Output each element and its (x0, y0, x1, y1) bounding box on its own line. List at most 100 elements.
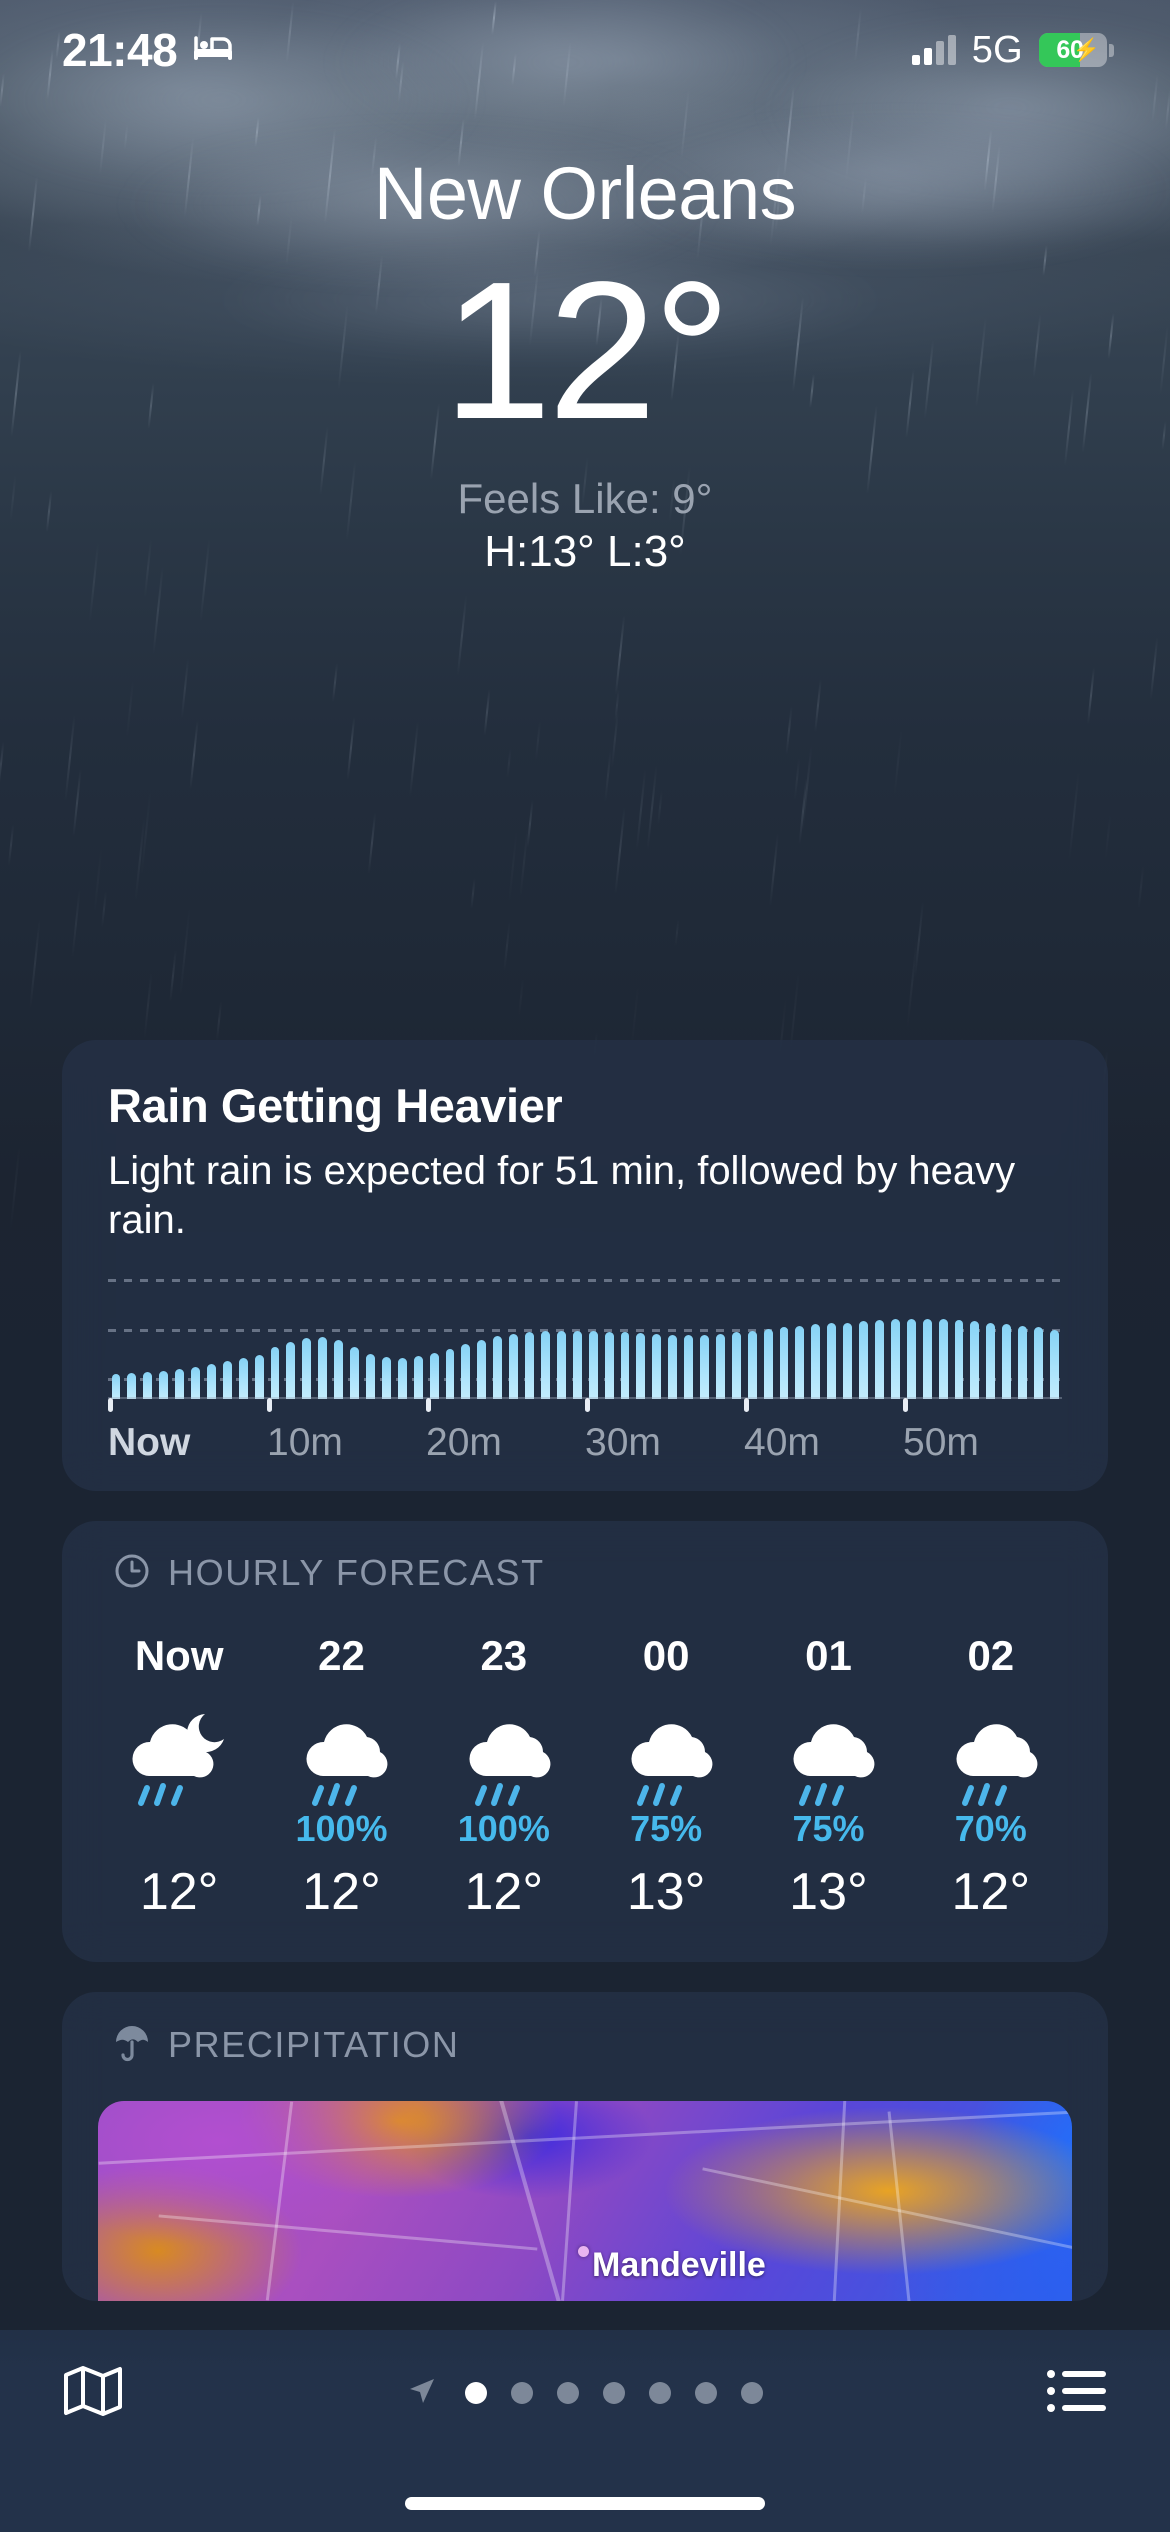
chart-bar (620, 1332, 630, 1399)
status-time: 21:48 (62, 24, 178, 76)
cloud-rain-icon (776, 1694, 880, 1814)
hourly-forecast-item[interactable]: 22 100% 12° (260, 1632, 422, 1922)
chart-bar (302, 1337, 312, 1399)
current-temperature: 12° (442, 241, 731, 461)
city-name: New Orleans (373, 152, 797, 235)
page-indicator-dots[interactable] (407, 2376, 763, 2411)
hourly-item-time: 00 (642, 1631, 690, 1679)
chart-tick (903, 1397, 908, 1412)
high-low-label: H:13° L:3° (484, 527, 686, 577)
chart-bar (859, 1321, 868, 1399)
precipitation-radar-map[interactable]: Mandeville Lacombe (98, 2100, 1072, 2301)
page-dot[interactable] (603, 2382, 625, 2404)
hourly-item-temperature: 13° (789, 1862, 868, 1921)
charging-bolt-icon: ⚡ (1072, 37, 1100, 62)
map-road (702, 2166, 1072, 2258)
hourly-forecast-item[interactable]: 02 70% 12° (910, 1632, 1072, 1922)
chart-bar (509, 1333, 519, 1399)
battery-level-label: 60 (1056, 35, 1084, 64)
chart-axis-labels: Now 10m 20m 30m 40m 50m (108, 1421, 1062, 1465)
hourly-forecast-item[interactable]: 01 75% 13° (747, 1632, 909, 1922)
cloud-rain-icon (289, 1694, 393, 1814)
hourly-forecast-card[interactable]: HOURLY FORECAST Now 12° 22 100% 12° 2 (62, 1520, 1108, 1962)
chart-bar (970, 1321, 980, 1399)
chart-axis-label: 40m (744, 1420, 820, 1464)
location-arrow-icon[interactable] (407, 2376, 437, 2411)
gridline-light (108, 1377, 1062, 1381)
clock-icon (112, 1551, 152, 1596)
chart-bar (668, 1334, 678, 1399)
hourly-item-temperature: 12° (139, 1862, 219, 1921)
status-bar: 21:48 5G 60 ⚡ (0, 0, 1170, 100)
page-dot[interactable] (649, 2382, 671, 2404)
page-dot[interactable] (741, 2382, 763, 2404)
chart-bar (445, 1349, 455, 1399)
map-road (561, 2100, 578, 2301)
cloud-wisp (0, 10, 480, 190)
chart-bar (238, 1357, 248, 1399)
chart-bar (381, 1357, 391, 1399)
weather-cards-scroll[interactable]: Rain Getting Heavier Light rain is expec… (0, 1040, 1170, 2331)
chart-bar (922, 1318, 932, 1399)
page-dot[interactable] (465, 2382, 487, 2404)
chart-bar (811, 1324, 821, 1399)
cloud-rain-icon (452, 1694, 556, 1814)
chart-bar (890, 1319, 900, 1399)
chart-axis-label: 20m (426, 1420, 502, 1464)
bottom-bar-controls[interactable] (0, 2338, 1170, 2448)
bottom-bar (0, 2400, 1170, 2532)
chart-bar (827, 1323, 837, 1399)
chart-bar (143, 1372, 153, 1399)
chart-bar (1018, 1325, 1028, 1399)
chart-bar (700, 1335, 709, 1399)
chart-bar (461, 1344, 471, 1399)
chart-bar (906, 1318, 916, 1399)
list-bullet-icon[interactable] (1046, 2367, 1108, 2420)
chart-bar (429, 1353, 439, 1399)
next-hour-precipitation-card[interactable]: Rain Getting Heavier Light rain is expec… (62, 1040, 1108, 1491)
hourly-forecast-title: HOURLY FORECAST (168, 1552, 545, 1594)
chart-bar (588, 1331, 598, 1399)
cloud-wisp (620, 120, 1170, 260)
hourly-item-time: 23 (480, 1631, 528, 1679)
page-dot[interactable] (511, 2382, 533, 2404)
chart-bar (175, 1369, 185, 1399)
map-road (98, 2107, 1072, 2165)
precipitation-intensity-chart (108, 1278, 1062, 1412)
chart-bar (191, 1366, 200, 1399)
page-dot[interactable] (557, 2382, 579, 2404)
chart-bar (286, 1341, 296, 1399)
hourly-forecast-item[interactable]: 00 75% 13° (585, 1632, 747, 1922)
battery-icon: 60 ⚡ (1039, 33, 1114, 67)
chart-bar (1049, 1329, 1059, 1399)
hourly-item-temperature: 12° (302, 1862, 381, 1921)
hourly-forecast-item[interactable]: Now 12° (98, 1632, 260, 1922)
chart-axis-label: 30m (585, 1420, 661, 1464)
hourly-forecast-item[interactable]: 23 100% 12° (423, 1632, 585, 1922)
hourly-item-precip-chance: 100% (457, 1807, 550, 1849)
home-indicator (405, 2497, 765, 2510)
map-icon[interactable] (62, 2363, 124, 2424)
chart-bar (350, 1346, 359, 1399)
chart-tick (425, 1397, 431, 1412)
map-road (887, 2110, 912, 2301)
chart-bar (540, 1331, 550, 1399)
precipitation-map-card[interactable]: PRECIPITATION Mandeville Lacombe (62, 1991, 1108, 2301)
chart-ticks (108, 1397, 1062, 1412)
hourly-forecast-list[interactable]: Now 12° 22 100% 12° 23 (98, 1632, 1072, 1922)
hourly-item-temperature: 12° (951, 1862, 1031, 1921)
chart-bar (366, 1353, 375, 1399)
hourly-item-precip-chance: 75% (792, 1807, 865, 1849)
chart-bar (731, 1332, 741, 1399)
chart-tick (585, 1397, 590, 1412)
chart-bar (684, 1335, 694, 1399)
rain-card-title: Rain Getting Heavier (108, 1079, 563, 1132)
page-dot[interactable] (695, 2382, 717, 2404)
gridline-moderate (108, 1328, 1062, 1332)
chart-bar (763, 1329, 773, 1399)
chart-tick (743, 1397, 749, 1412)
cloud-wisp (120, 130, 720, 280)
chart-bar (556, 1331, 566, 1399)
moon-cloud-rain-icon (127, 1694, 231, 1814)
cloud-wisp (330, 0, 800, 145)
